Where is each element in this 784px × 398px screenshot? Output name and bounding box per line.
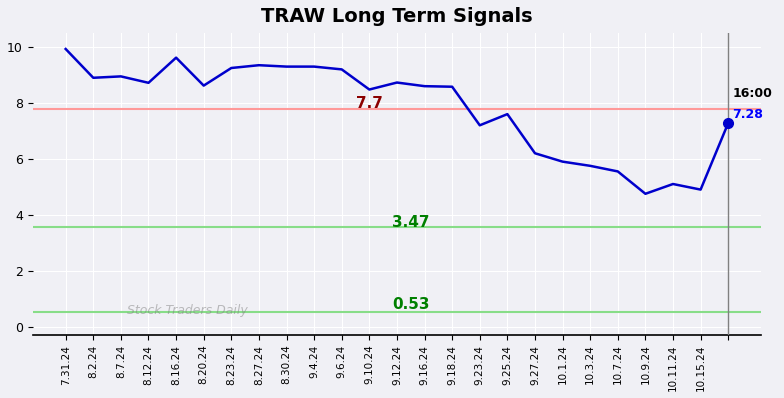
Text: 3.47: 3.47: [392, 215, 430, 230]
Text: 0.53: 0.53: [392, 297, 430, 312]
Title: TRAW Long Term Signals: TRAW Long Term Signals: [261, 7, 533, 26]
Text: 7.7: 7.7: [356, 96, 383, 111]
Text: 16:00: 16:00: [732, 87, 772, 100]
Text: Stock Traders Daily: Stock Traders Daily: [127, 304, 248, 317]
Text: 7.28: 7.28: [732, 108, 764, 121]
